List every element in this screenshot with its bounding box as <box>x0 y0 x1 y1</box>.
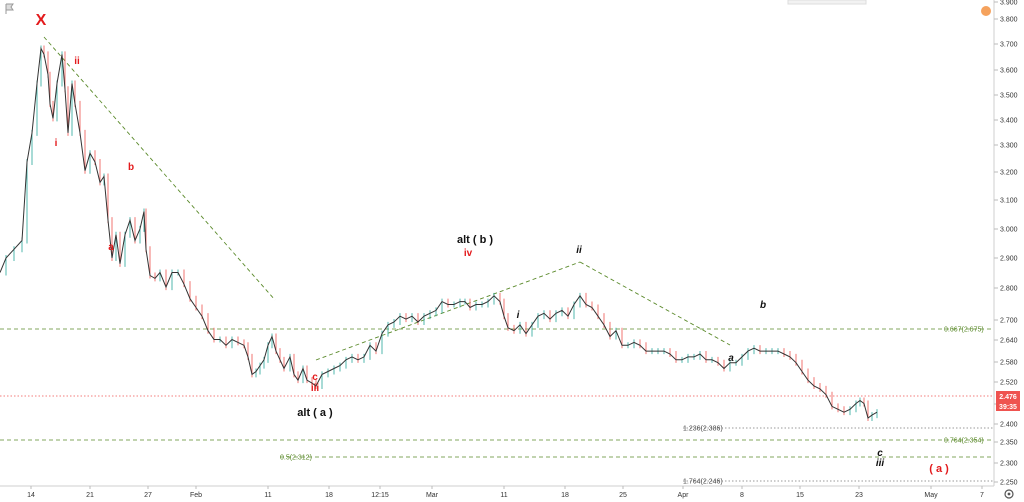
x-tick-label: Apr <box>678 492 690 499</box>
price-series <box>0 45 878 421</box>
y-tick-label: 2.700 <box>1000 318 1018 325</box>
last-price-tag: 2.476 39:35 <box>996 391 1020 411</box>
fib-levels: 0.667(2.675) 1.236(2.386) 0.764(2.354) 0.5(… <box>0 327 994 486</box>
y-tick-label: 2.400 <box>1000 422 1018 429</box>
wave-label: ii <box>74 56 80 67</box>
last-price-label: 2.476 <box>999 394 1017 401</box>
y-tick-label: 2.900 <box>1000 256 1018 263</box>
x-tick-label: 12:15 <box>371 492 389 499</box>
y-tick-label: 3.700 <box>1000 42 1018 49</box>
y-tick-label: 3.800 <box>1000 17 1018 24</box>
x-tick-label: 11 <box>264 492 271 499</box>
y-tick-label: 3.500 <box>1000 93 1018 100</box>
x-tick-label: May <box>924 492 938 499</box>
fib-level-label: 1.236(2.386) <box>683 426 723 433</box>
trend-line <box>579 261 731 346</box>
y-tick-label: 3.100 <box>1000 198 1018 205</box>
wave-label: iii <box>311 383 320 394</box>
y-tick-label: 2.580 <box>1000 360 1018 367</box>
x-tick-label: 21 <box>86 492 94 499</box>
wave-label: c <box>877 448 883 459</box>
x-tick-label: 11 <box>500 492 507 499</box>
x-axis: 14 21 27 Feb 11 18 12:15 Mar 11 18 25 Apr 8 15 23 May 7 <box>27 486 984 499</box>
wave-label: iv <box>464 248 473 259</box>
y-tick-label: 3.300 <box>1000 143 1018 150</box>
x-tick-label: 18 <box>561 492 569 499</box>
y-tick-label: 2.300 <box>1000 461 1018 468</box>
wave-label: a <box>108 242 114 253</box>
fib-level-label: 1.764(2.246) <box>683 479 723 486</box>
wave-label: ii <box>576 245 582 256</box>
flag-icon[interactable] <box>5 3 14 14</box>
y-tick-label: 3.600 <box>1000 68 1018 75</box>
wave-label: iii <box>876 458 885 469</box>
fib-level-label: 0.667(2.675) <box>944 327 984 334</box>
wave-label: b <box>128 162 134 173</box>
wave-label: ( a ) <box>929 463 949 475</box>
y-tick-label: 3.200 <box>1000 170 1018 177</box>
x-tick-label: 27 <box>144 492 152 499</box>
wave-label: c <box>312 372 318 383</box>
y-tick-label: 3.400 <box>1000 118 1018 125</box>
trend-line <box>315 261 581 361</box>
fib-level-label: 0.5(2.312) <box>280 455 312 462</box>
x-tick-label: 18 <box>325 492 333 499</box>
y-tick-label: 2.520 <box>1000 380 1018 387</box>
trend-lines <box>43 36 731 361</box>
toolbar-stub[interactable] <box>787 0 867 5</box>
alert-icon[interactable] <box>981 6 991 16</box>
wave-label: a <box>728 353 734 364</box>
wave-label: alt ( a ) <box>297 407 333 419</box>
x-tick-label: Feb <box>190 492 202 499</box>
y-tick-label: 2.800 <box>1000 286 1018 293</box>
wave-label: i <box>55 138 58 149</box>
y-tick-label: 2.350 <box>1000 440 1018 447</box>
wave-label: X <box>36 12 47 29</box>
x-tick-label: 8 <box>740 492 744 499</box>
fib-level-label: 0.764(2.354) <box>944 438 984 445</box>
price-line <box>0 46 878 419</box>
y-tick-label: 2.640 <box>1000 338 1018 345</box>
x-tick-label: Mar <box>426 492 439 499</box>
countdown-label: 39:35 <box>999 404 1017 411</box>
x-tick-label: 7 <box>980 492 984 499</box>
x-tick-label: 14 <box>27 492 35 499</box>
wave-label: i <box>517 310 520 321</box>
y-tick-label: 3.000 <box>1000 227 1018 234</box>
y-axis: 3.900 3.800 3.700 3.600 3.500 3.400 3.300 3.200… <box>994 0 1018 487</box>
y-tick-label: 3.900 <box>1000 0 1018 7</box>
wave-label: b <box>760 300 766 311</box>
x-tick-label: 25 <box>619 492 627 499</box>
x-tick-label: 15 <box>796 492 804 499</box>
gear-icon[interactable] <box>1004 489 1014 499</box>
y-tick-label: 2.250 <box>1000 480 1018 487</box>
trend-line <box>43 36 276 301</box>
wave-label: alt ( b ) <box>457 234 493 246</box>
x-tick-label: 23 <box>855 492 863 499</box>
